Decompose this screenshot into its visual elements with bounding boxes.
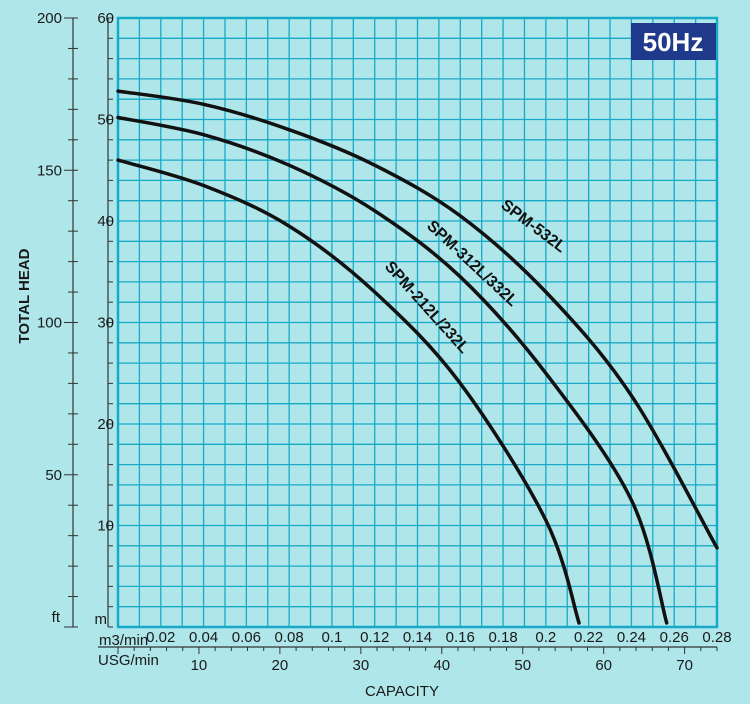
y-axis-title: TOTAL HEAD — [16, 248, 33, 343]
x-tick-label-m3: 0.18 — [488, 629, 517, 646]
y-tick-label-m: 60 — [97, 10, 114, 27]
y-tick-label-m: 30 — [97, 315, 114, 332]
x-tick-label-m3: 0.06 — [232, 629, 261, 646]
x-tick-label-usg: 70 — [676, 657, 693, 674]
hz-badge-background — [631, 23, 716, 60]
hz-badge-text: 50Hz — [643, 27, 704, 57]
x-tick-label-m3: 0.1 — [321, 629, 342, 646]
x-tick-label-usg: 30 — [352, 657, 369, 674]
y-tick-label-m: 10 — [97, 518, 114, 535]
x-tick-label-m3: 0.02 — [146, 629, 175, 646]
x-tick-label-m3: 0.12 — [360, 629, 389, 646]
y-tick-label-m: 50 — [97, 112, 114, 129]
x-tick-label-m3: 0.26 — [660, 629, 689, 646]
x-tick-label-usg: 40 — [433, 657, 450, 674]
x-tick-label-m3: 0.22 — [574, 629, 603, 646]
y-tick-label-m: 40 — [97, 213, 114, 230]
x-tick-label-m3: 0.16 — [446, 629, 475, 646]
x-tick-label-usg: 50 — [514, 657, 531, 674]
x-tick-label-m3: 0.08 — [275, 629, 304, 646]
x-tick-label-usg: 20 — [272, 657, 289, 674]
grid — [118, 18, 717, 627]
x-tick-label-usg: 60 — [595, 657, 612, 674]
x-tick-label-m3: 0.2 — [535, 629, 556, 646]
x-axis-title: CAPACITY — [365, 683, 439, 700]
curve-spm-532l — [116, 89, 719, 550]
y-tick-label-ft: 200 — [37, 10, 62, 27]
hz-badge: 50Hz — [631, 23, 716, 60]
x-unit-usg: USG/min — [98, 652, 159, 669]
x-unit-m3: m3/min — [99, 632, 148, 649]
y-tick-label-ft: 50 — [45, 467, 62, 484]
x-tick-label-m3: 0.04 — [189, 629, 218, 646]
x-tick-label-usg: 10 — [191, 657, 208, 674]
x-tick-label-m3: 0.24 — [617, 629, 646, 646]
x-tick-label-m3: 0.28 — [702, 629, 731, 646]
y-unit-m: m — [95, 611, 108, 628]
curves — [116, 89, 719, 625]
curve-spm-212l-232l — [116, 158, 581, 625]
axes: 10 20 30 40 50 60 50 100 150 200 0.02 0.04 0.06 0.08 0… — [37, 10, 732, 674]
y-tick-label-ft: 100 — [37, 315, 62, 332]
y-tick-label-ft: 150 — [37, 162, 62, 179]
x-tick-label-m3: 0.14 — [403, 629, 432, 646]
curve-spm-312l-332l — [116, 115, 669, 625]
y-unit-ft: ft — [52, 609, 61, 626]
y-tick-label-m: 20 — [97, 416, 114, 433]
